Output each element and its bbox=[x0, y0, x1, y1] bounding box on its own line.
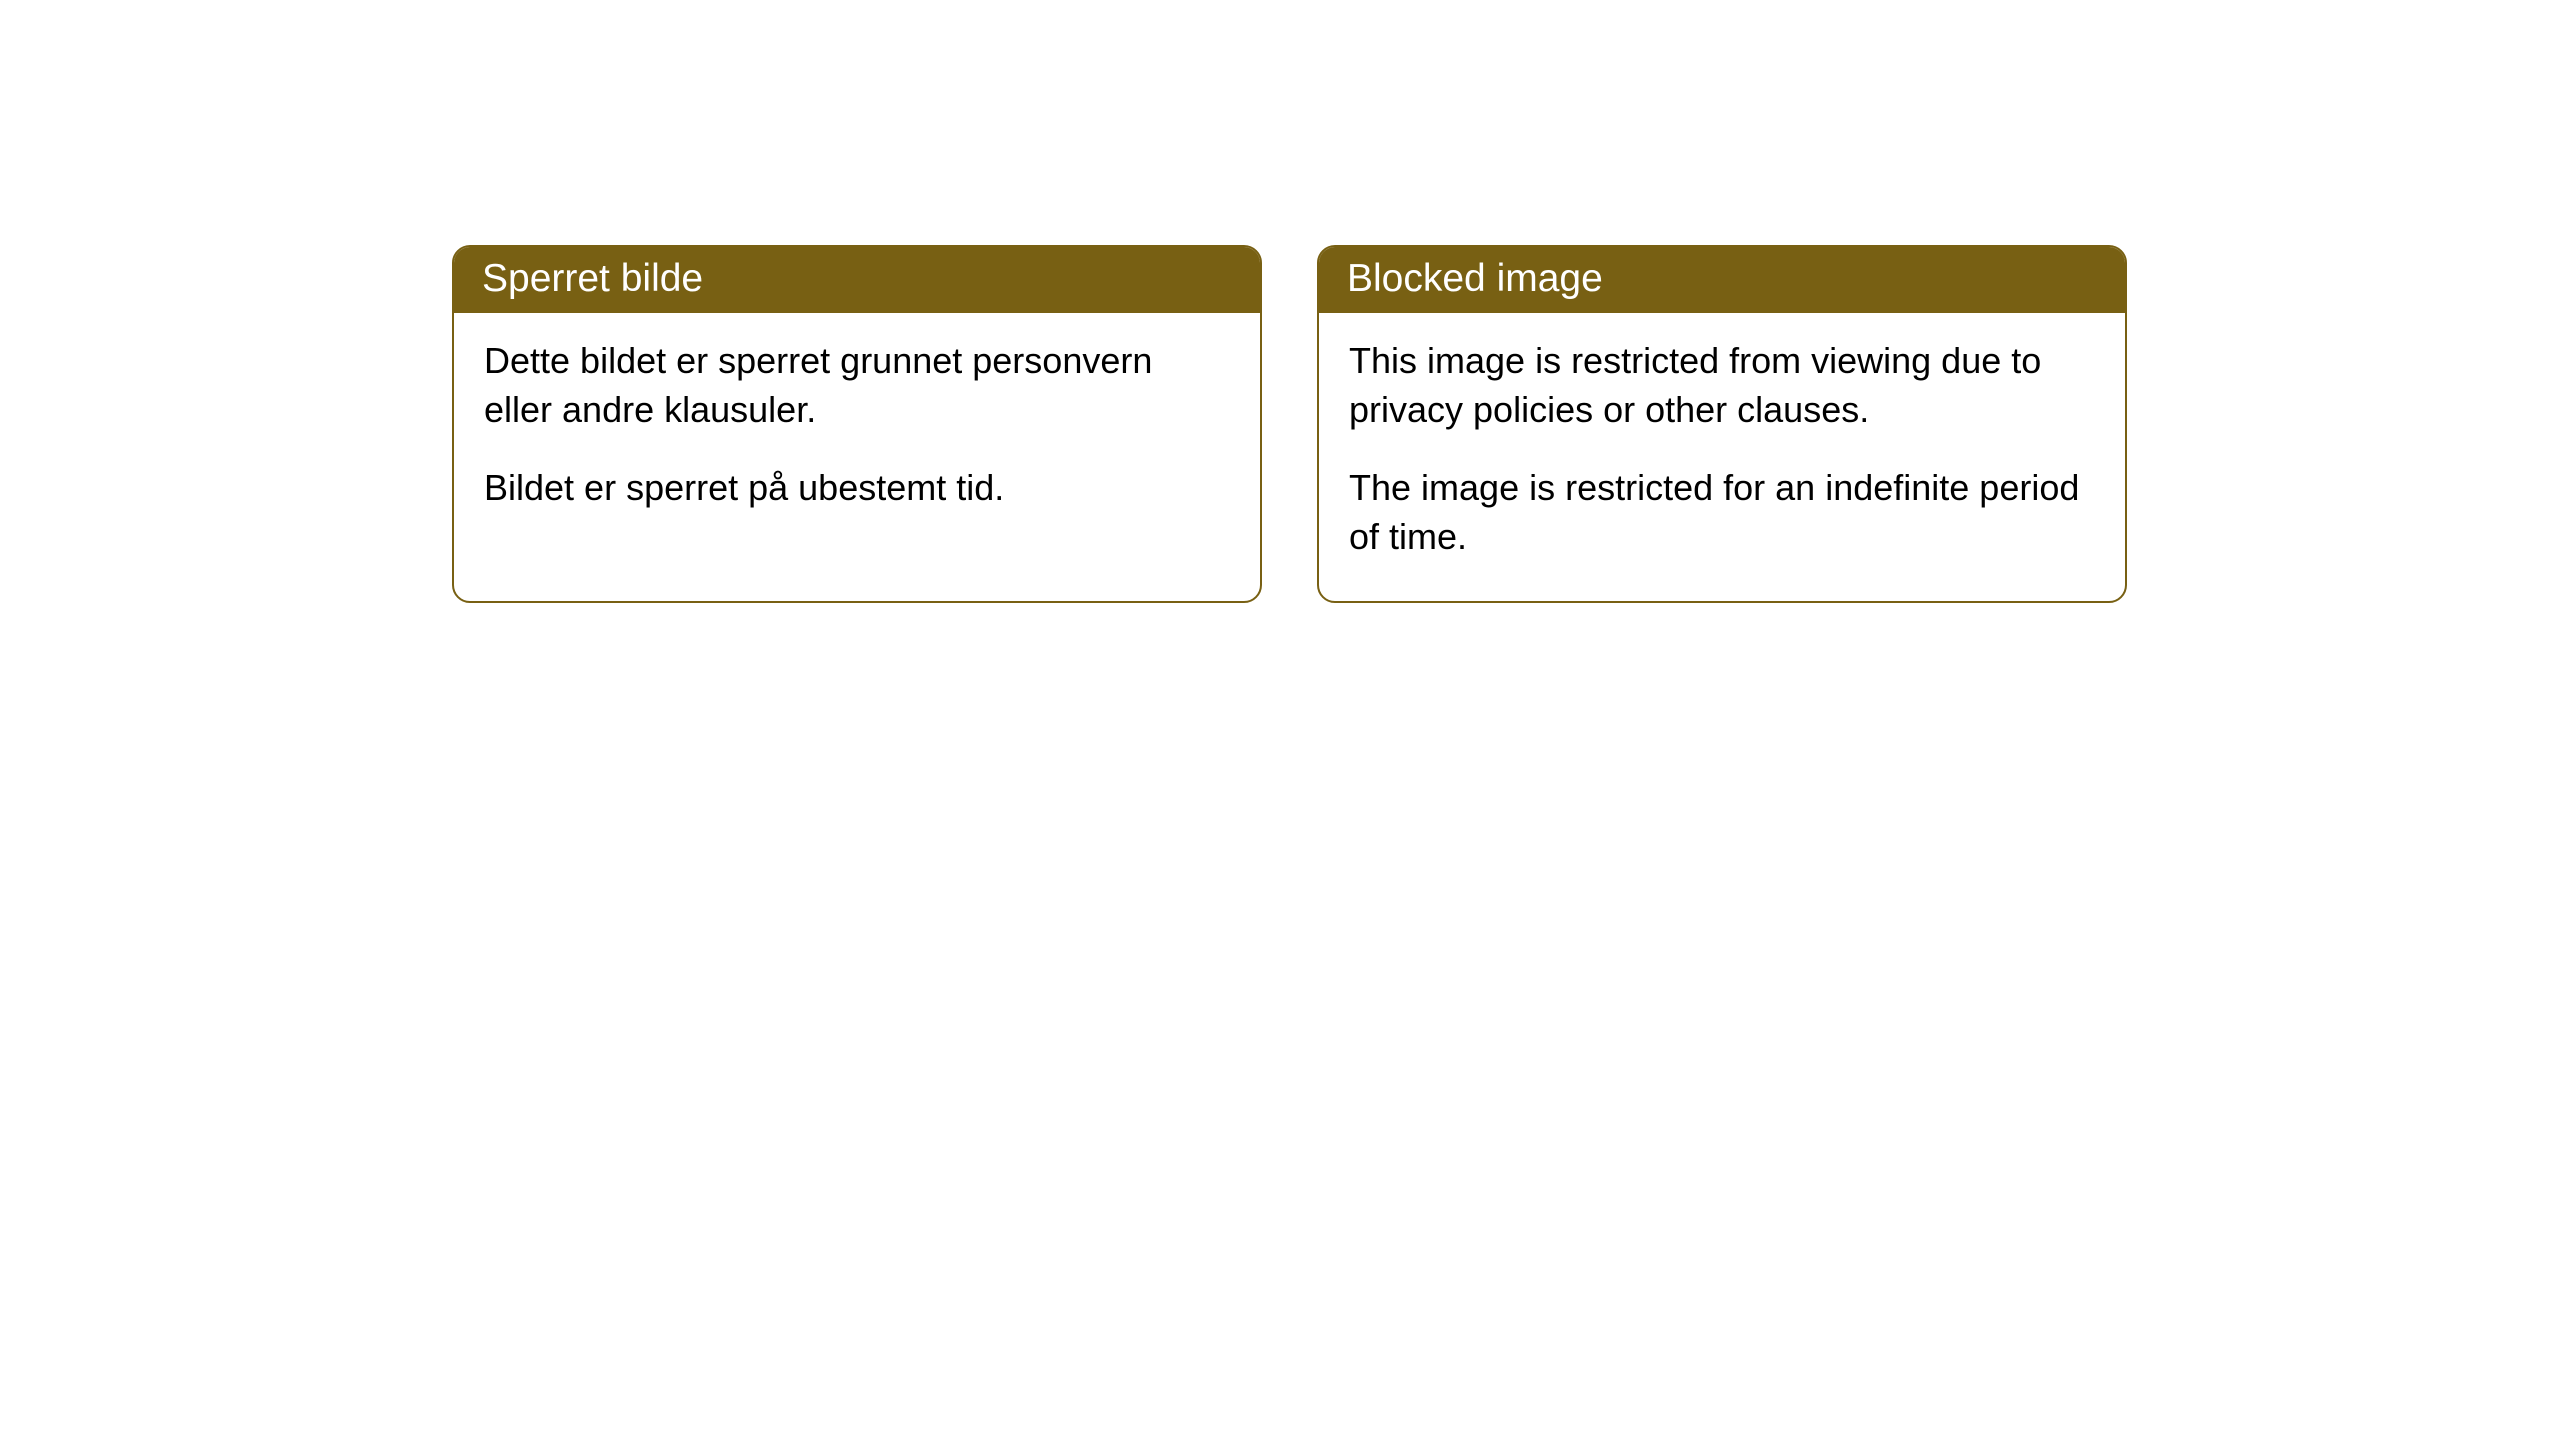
card-para-1: This image is restricted from viewing du… bbox=[1349, 337, 2095, 434]
card-body-english: This image is restricted from viewing du… bbox=[1319, 313, 2125, 601]
card-para-2: Bildet er sperret på ubestemt tid. bbox=[484, 464, 1230, 513]
card-para-1: Dette bildet er sperret grunnet personve… bbox=[484, 337, 1230, 434]
card-para-2: The image is restricted for an indefinit… bbox=[1349, 464, 2095, 561]
card-header-norwegian: Sperret bilde bbox=[454, 247, 1260, 313]
card-header-english: Blocked image bbox=[1319, 247, 2125, 313]
card-norwegian: Sperret bilde Dette bildet er sperret gr… bbox=[452, 245, 1262, 603]
cards-container: Sperret bilde Dette bildet er sperret gr… bbox=[452, 245, 2560, 603]
card-body-norwegian: Dette bildet er sperret grunnet personve… bbox=[454, 313, 1260, 553]
card-english: Blocked image This image is restricted f… bbox=[1317, 245, 2127, 603]
